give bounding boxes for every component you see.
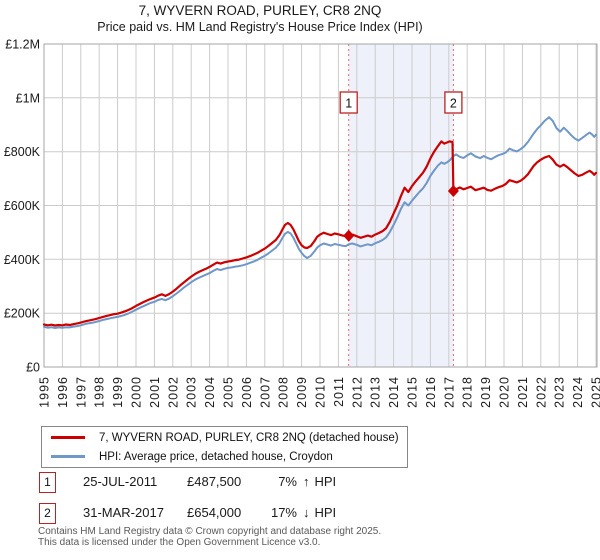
x-tick-label: 2024	[571, 376, 585, 408]
x-tick-label: 2022	[534, 376, 548, 408]
x-tick-label: 1996	[56, 376, 70, 408]
page-title: 7, WYVERN ROAD, PURLEY, CR8 2NQ	[138, 3, 382, 18]
sale-annotation-1: 1 25-JUL-2011 £487,500 7% ↑ HPI	[39, 472, 599, 493]
sale-2-hpi-label: HPI	[314, 505, 337, 520]
x-tick-label: 2015	[406, 376, 420, 408]
sale-annotation-2: 2 31-MAR-2017 £654,000 17% ↓ HPI	[39, 503, 599, 524]
x-tick-label: 2009	[295, 376, 309, 408]
sale-1-hpi-percent: 7%	[278, 474, 297, 489]
legend-item-hpi: HPI: Average price, detached house, Croy…	[51, 447, 407, 466]
x-tick-label: 2025	[590, 376, 600, 408]
page-subtitle: Price paid vs. HM Land Registry's House …	[97, 20, 423, 34]
x-tick-label: 2012	[350, 376, 364, 408]
y-tick-label: £200K	[4, 307, 41, 321]
x-tick-label: 2003	[185, 376, 199, 408]
legend-label-property: 7, WYVERN ROAD, PURLEY, CR8 2NQ (detache…	[99, 431, 399, 444]
sale-1-hpi-delta: 7% ↑ HPI	[267, 474, 336, 489]
chart-legend: 7, WYVERN ROAD, PURLEY, CR8 2NQ (detache…	[41, 426, 408, 468]
y-tick-label: £400K	[4, 253, 41, 267]
x-tick-label: 1998	[93, 376, 107, 408]
x-tick-label: 2010	[314, 376, 328, 408]
x-tick-label: 1995	[38, 376, 52, 408]
x-tick-label: 1999	[111, 376, 125, 408]
x-tick-label: 2014	[387, 376, 401, 408]
x-tick-label: 2018	[461, 376, 475, 408]
sale-2-price: £654,000	[187, 505, 242, 520]
x-tick-label: 2007	[258, 376, 272, 408]
y-tick-label: £1M	[16, 91, 40, 105]
sale-2-hpi-delta: 17% ↓ HPI	[267, 505, 336, 520]
sale-1-hpi-label: HPI	[314, 474, 337, 489]
sale-marker-point-2	[447, 184, 459, 197]
sale-flag-number-1: 1	[345, 97, 352, 111]
legend-item-property: 7, WYVERN ROAD, PURLEY, CR8 2NQ (detache…	[51, 428, 407, 447]
x-tick-label: 2011	[332, 376, 346, 407]
x-tick-label: 2004	[203, 376, 217, 408]
blue-line-swatch	[51, 455, 85, 458]
price-paid-line	[42, 140, 598, 327]
legend-label-hpi: HPI: Average price, detached house, Croy…	[99, 450, 333, 463]
red-line-swatch	[51, 436, 85, 439]
license-footer: Contains HM Land Registry data © Crown c…	[38, 526, 382, 548]
x-tick-label: 2020	[498, 376, 512, 408]
footer-line-2: This data is licensed under the Open Gov…	[38, 536, 321, 548]
x-tick-label: 1997	[74, 376, 88, 408]
sale-2-hpi-percent: 17%	[270, 505, 297, 520]
x-tick-label: 2019	[479, 376, 493, 408]
x-tick-label: 2001	[148, 376, 162, 408]
y-tick-label: £0	[26, 361, 40, 375]
plot-border	[43, 43, 598, 368]
x-tick-label: 2023	[553, 376, 567, 408]
x-tick-label: 2005	[222, 376, 236, 408]
sale-2-number-box: 2	[39, 503, 56, 524]
sale-flag-number-2: 2	[450, 97, 457, 111]
x-tick-label: 2006	[240, 376, 254, 408]
y-tick-label: £800K	[4, 145, 41, 159]
sale-1-number-box: 1	[39, 472, 56, 493]
y-tick-label: £600K	[4, 199, 41, 213]
x-tick-label: 2002	[166, 376, 180, 408]
down-arrow-icon: ↓	[303, 505, 310, 520]
sale-1-date: 25-JUL-2011	[83, 474, 158, 489]
sale-2-date: 31-MAR-2017	[83, 505, 164, 520]
hpi-line	[43, 116, 597, 329]
sale-1-price: £487,500	[187, 474, 242, 489]
up-arrow-icon: ↑	[303, 474, 310, 489]
x-tick-label: 2013	[369, 376, 383, 408]
price-history-chart: 1 2 £0 £200K £400K £600K £800K £1M £1.2M 1995 1996…	[4, 38, 600, 408]
x-tick-label: 2017	[442, 376, 456, 408]
y-tick-label: £1.2M	[5, 38, 40, 52]
footer-line-1: Contains HM Land Registry data © Crown c…	[38, 526, 382, 537]
x-tick-label: 2021	[516, 376, 530, 408]
x-tick-label: 2008	[277, 376, 291, 408]
sale-flag-box-1	[339, 91, 358, 114]
sale-marker-point-1	[343, 229, 355, 242]
x-tick-label: 2016	[424, 376, 438, 408]
sale-flag-box-2	[444, 91, 463, 114]
x-tick-label: 2000	[130, 376, 144, 408]
